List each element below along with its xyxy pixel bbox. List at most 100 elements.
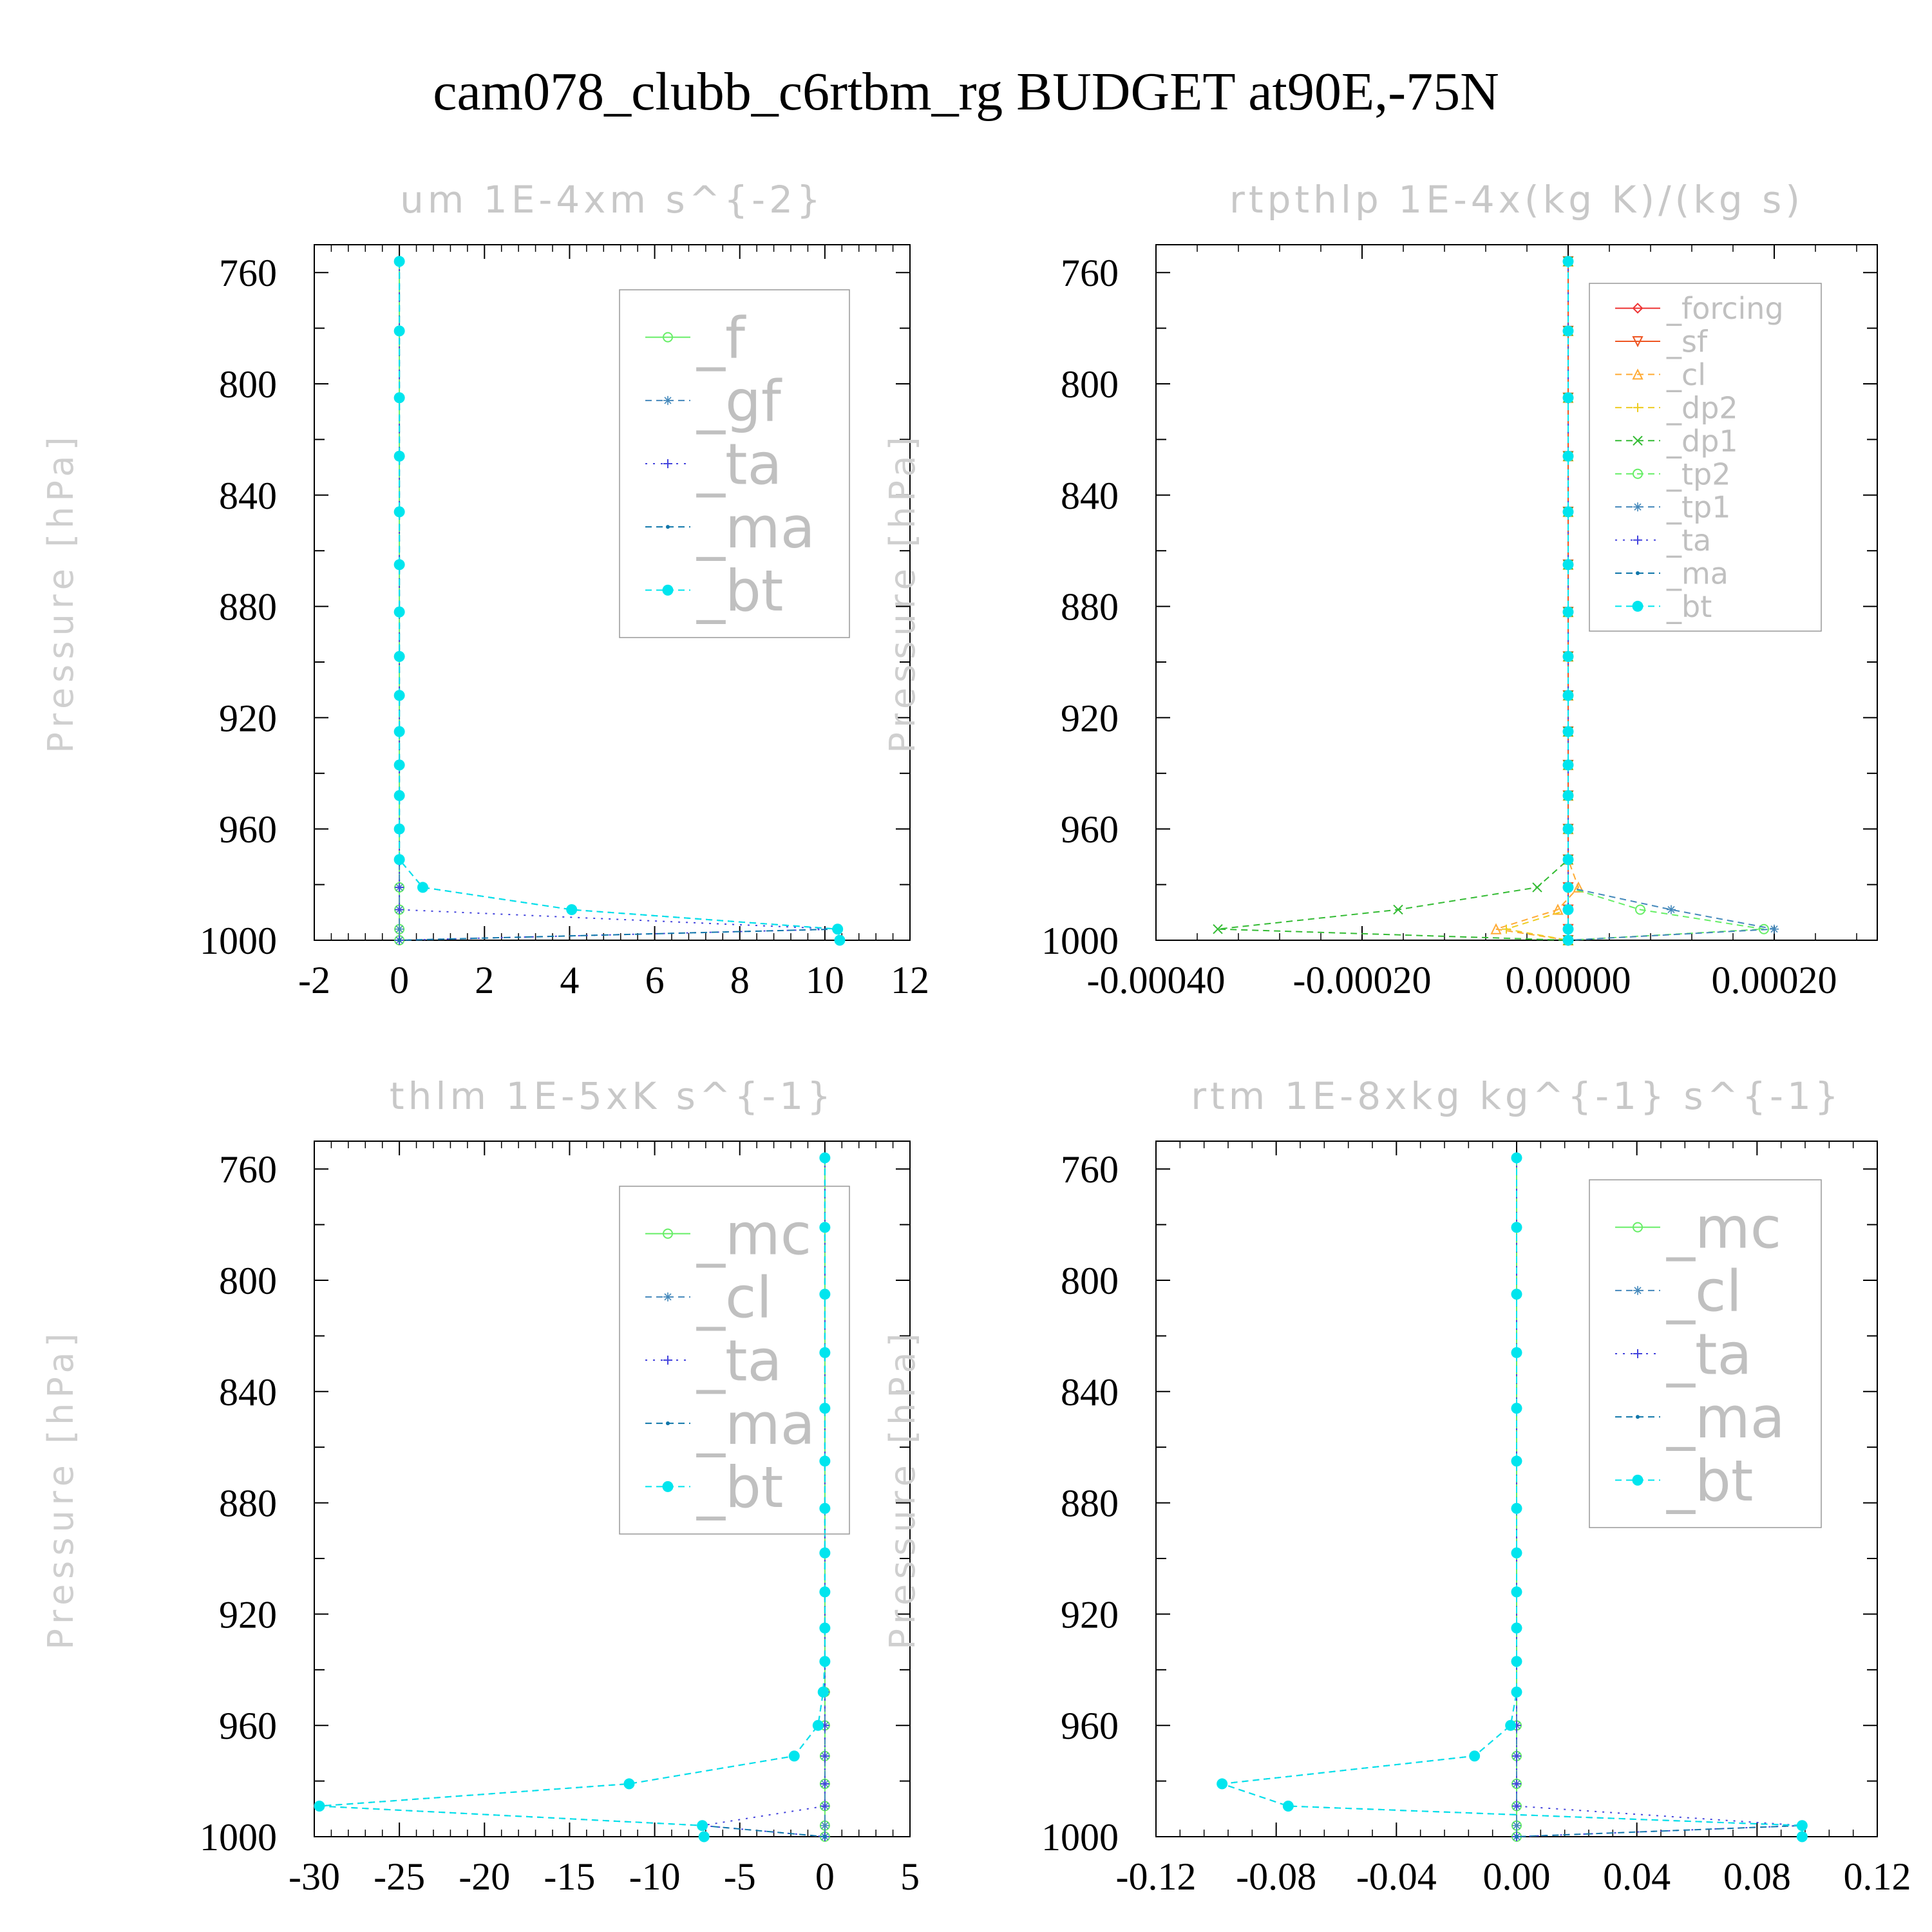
data-point [623, 1778, 635, 1790]
legend-box [1589, 1179, 1822, 1528]
data-point [393, 450, 405, 462]
y-tick-label: 1000 [1041, 920, 1119, 962]
legend-label: _mc [1666, 1195, 1781, 1261]
data-point [822, 1835, 827, 1839]
data-point [812, 1719, 824, 1731]
data-point [1562, 934, 1574, 946]
x-tick-label: 0.08 [1723, 1855, 1791, 1898]
y-tick-label: 920 [219, 1593, 277, 1636]
data-point [1633, 468, 1643, 479]
chart-panel-3: thlm 1E-5xK s^{-1} Pressure [hPa] -30 -25 -2… [41, 1074, 920, 1898]
y-tick-label: 880 [219, 586, 277, 629]
series-bt [1217, 1152, 1808, 1842]
data-point [1515, 1835, 1519, 1839]
y-tick-label: 960 [219, 808, 277, 851]
x-tick-label: -0.00020 [1293, 959, 1432, 1001]
data-point [1511, 1152, 1522, 1164]
data-point [1532, 882, 1542, 893]
y-tick-label: 840 [219, 1371, 277, 1414]
data-point [1635, 904, 1645, 915]
data-point [1632, 336, 1643, 348]
x-tick-label: 0.00000 [1506, 959, 1631, 1001]
series-line [1222, 1157, 1803, 1837]
legend-label: _gf [696, 368, 782, 434]
x-tick-label: -0.04 [1356, 1855, 1437, 1898]
y-tick-label: 800 [1061, 1260, 1119, 1302]
y-axis-label: Pressure [hPa] [882, 431, 923, 753]
x-tick-label: 0 [390, 959, 409, 1001]
data-point [819, 1656, 831, 1667]
y-tick-label: 880 [219, 1482, 277, 1525]
data-point [820, 1801, 829, 1811]
data-point [663, 1292, 672, 1302]
y-tick-label: 800 [1061, 363, 1119, 406]
data-point [393, 823, 405, 835]
data-point [393, 690, 405, 701]
data-point [1632, 303, 1643, 314]
legend-label: _cl [1666, 1258, 1742, 1324]
data-point [832, 923, 844, 935]
data-point [1511, 1403, 1522, 1414]
x-tick-label: -5 [724, 1855, 756, 1898]
plot-area [314, 1152, 831, 1842]
data-point [314, 1800, 325, 1812]
legend-label: _dp2 [1666, 390, 1738, 425]
legend: _mc_cl_ta_ma_bt [619, 1186, 850, 1535]
data-point [1502, 924, 1511, 934]
panel-title: thlm 1E-5xK s^{-1} [390, 1074, 835, 1118]
legend-label: _ta [1666, 1321, 1752, 1388]
data-point [1633, 1285, 1642, 1295]
data-point [393, 854, 405, 866]
series-tp2 [1563, 256, 1769, 945]
plot-frame [314, 244, 911, 941]
series-line [399, 261, 840, 941]
data-point [820, 1751, 829, 1761]
y-tick-label: 760 [219, 1148, 277, 1191]
data-point [393, 392, 405, 404]
data-point [819, 1547, 831, 1558]
data-point [395, 924, 404, 934]
data-point [1633, 402, 1642, 412]
legend-label: _sf [1666, 325, 1709, 359]
data-point [1562, 559, 1574, 571]
legend-label: _dp1 [1666, 424, 1738, 459]
x-tick-label: -10 [629, 1855, 681, 1898]
x-tick-label: 6 [645, 959, 665, 1001]
x-tick-label: -30 [289, 1855, 340, 1898]
legend-label: _ma [696, 495, 815, 561]
data-point [1562, 790, 1574, 801]
data-point [834, 934, 846, 946]
data-point [1562, 823, 1574, 835]
plot-frame [1155, 244, 1878, 941]
legend-label: _mc [696, 1201, 811, 1267]
data-point [1505, 1719, 1517, 1731]
legend-label: _ma [1666, 1385, 1785, 1451]
y-tick-label: 840 [1061, 475, 1119, 517]
y-tick-label: 920 [1061, 1593, 1119, 1636]
x-tick-label: -0.00040 [1087, 959, 1226, 1001]
y-tick-label: 760 [1061, 1148, 1119, 1191]
x-tick-label: 2 [475, 959, 494, 1001]
data-point [393, 759, 405, 771]
data-point [393, 726, 405, 737]
legend-label: _tp1 [1666, 490, 1731, 525]
series-line [1217, 261, 1569, 941]
legend-box [619, 1186, 850, 1535]
series-line [319, 1157, 826, 1837]
series-dp2 [1502, 256, 1573, 945]
data-point [1512, 1751, 1521, 1761]
data-point [1469, 1750, 1481, 1762]
data-point [393, 606, 405, 618]
y-tick-label: 800 [219, 363, 277, 406]
data-point [1511, 1502, 1522, 1514]
data-point [1282, 1800, 1294, 1812]
data-point [1562, 690, 1574, 701]
legend-label: _bt [1666, 589, 1712, 624]
x-tick-label: 10 [806, 959, 844, 1001]
data-point [817, 1686, 829, 1698]
data-point [820, 1821, 829, 1830]
x-tick-label: 8 [730, 959, 750, 1001]
data-point [395, 882, 404, 892]
data-point [1562, 450, 1574, 462]
data-point [663, 459, 672, 468]
